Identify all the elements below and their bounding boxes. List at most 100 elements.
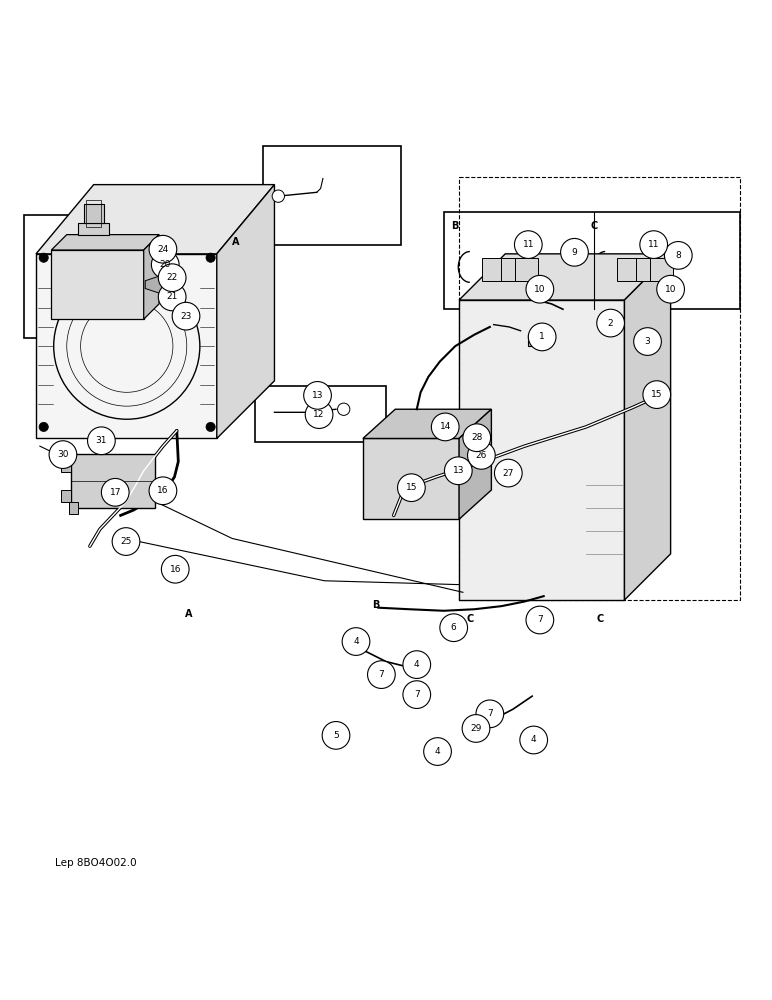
Text: 4: 4 xyxy=(353,637,359,646)
Text: 10: 10 xyxy=(665,285,676,294)
Circle shape xyxy=(403,681,431,708)
Polygon shape xyxy=(52,235,159,250)
Polygon shape xyxy=(52,250,144,319)
Circle shape xyxy=(424,738,452,765)
Circle shape xyxy=(206,253,215,262)
Circle shape xyxy=(305,401,333,428)
Text: 16: 16 xyxy=(157,486,168,495)
Circle shape xyxy=(665,242,692,269)
Circle shape xyxy=(149,235,177,263)
Circle shape xyxy=(445,457,472,485)
Text: 23: 23 xyxy=(181,312,191,321)
Circle shape xyxy=(342,628,370,655)
Circle shape xyxy=(158,283,186,311)
Circle shape xyxy=(528,323,556,351)
Bar xyxy=(83,204,103,223)
Text: Lep 8BO4O02.0: Lep 8BO4O02.0 xyxy=(56,858,137,868)
Text: 11: 11 xyxy=(648,240,659,249)
Polygon shape xyxy=(650,258,673,281)
Text: 2: 2 xyxy=(608,319,614,328)
Polygon shape xyxy=(145,275,167,294)
Polygon shape xyxy=(62,490,70,502)
Text: 20: 20 xyxy=(160,260,171,269)
Text: 28: 28 xyxy=(471,433,482,442)
Polygon shape xyxy=(69,502,78,514)
Circle shape xyxy=(39,422,49,432)
Circle shape xyxy=(337,403,350,415)
Polygon shape xyxy=(70,454,155,508)
Text: 12: 12 xyxy=(313,410,325,419)
Text: 22: 22 xyxy=(167,273,178,282)
Polygon shape xyxy=(636,258,659,281)
Text: 25: 25 xyxy=(120,537,132,546)
Polygon shape xyxy=(459,409,492,519)
Circle shape xyxy=(49,441,76,468)
Circle shape xyxy=(462,715,490,742)
Polygon shape xyxy=(36,254,217,438)
Circle shape xyxy=(112,528,140,555)
Text: 14: 14 xyxy=(439,422,451,431)
Polygon shape xyxy=(482,258,505,281)
Circle shape xyxy=(526,606,554,634)
Circle shape xyxy=(273,190,284,202)
Text: 4: 4 xyxy=(531,735,537,744)
Text: C: C xyxy=(590,221,598,231)
Text: C: C xyxy=(596,614,604,624)
Text: 7: 7 xyxy=(378,670,384,679)
Text: A: A xyxy=(185,609,192,619)
Circle shape xyxy=(468,442,495,469)
Circle shape xyxy=(161,555,189,583)
Circle shape xyxy=(526,275,554,303)
Polygon shape xyxy=(363,438,459,519)
Text: 30: 30 xyxy=(57,450,69,459)
Text: 7: 7 xyxy=(537,615,543,624)
Bar xyxy=(528,334,545,346)
Text: 24: 24 xyxy=(157,245,168,254)
Polygon shape xyxy=(459,254,671,300)
Text: 4: 4 xyxy=(435,747,440,756)
Circle shape xyxy=(101,478,129,506)
Polygon shape xyxy=(217,185,275,438)
Polygon shape xyxy=(363,409,492,438)
Circle shape xyxy=(476,700,503,728)
Circle shape xyxy=(403,651,431,678)
Circle shape xyxy=(640,231,668,258)
Text: 4: 4 xyxy=(414,660,419,669)
Text: 16: 16 xyxy=(170,565,181,574)
Circle shape xyxy=(597,309,625,337)
Circle shape xyxy=(367,661,395,688)
Text: 6: 6 xyxy=(451,623,456,632)
Text: B: B xyxy=(372,600,380,610)
Bar xyxy=(86,200,101,227)
Circle shape xyxy=(87,427,115,455)
Circle shape xyxy=(494,459,522,487)
Text: 10: 10 xyxy=(534,285,546,294)
Polygon shape xyxy=(459,300,625,600)
Circle shape xyxy=(634,328,662,355)
Circle shape xyxy=(463,424,491,452)
Circle shape xyxy=(149,477,177,505)
Text: 26: 26 xyxy=(476,451,487,460)
Circle shape xyxy=(440,614,468,642)
Text: 3: 3 xyxy=(645,337,651,346)
Polygon shape xyxy=(617,258,640,281)
Text: 31: 31 xyxy=(96,436,107,445)
Circle shape xyxy=(432,413,459,441)
Circle shape xyxy=(151,251,179,278)
Circle shape xyxy=(398,474,425,502)
Text: 13: 13 xyxy=(312,391,323,400)
Bar xyxy=(78,223,109,235)
Text: 13: 13 xyxy=(452,466,464,475)
Text: 11: 11 xyxy=(523,240,534,249)
Polygon shape xyxy=(515,258,538,281)
Text: 8: 8 xyxy=(676,251,681,260)
Text: 15: 15 xyxy=(405,483,417,492)
Text: 29: 29 xyxy=(470,724,482,733)
Text: 27: 27 xyxy=(503,469,514,478)
Text: 1: 1 xyxy=(540,332,545,341)
Text: 17: 17 xyxy=(110,488,121,497)
Text: 7: 7 xyxy=(414,690,420,699)
Text: B: B xyxy=(452,221,459,231)
Circle shape xyxy=(303,382,331,409)
Circle shape xyxy=(520,726,547,754)
